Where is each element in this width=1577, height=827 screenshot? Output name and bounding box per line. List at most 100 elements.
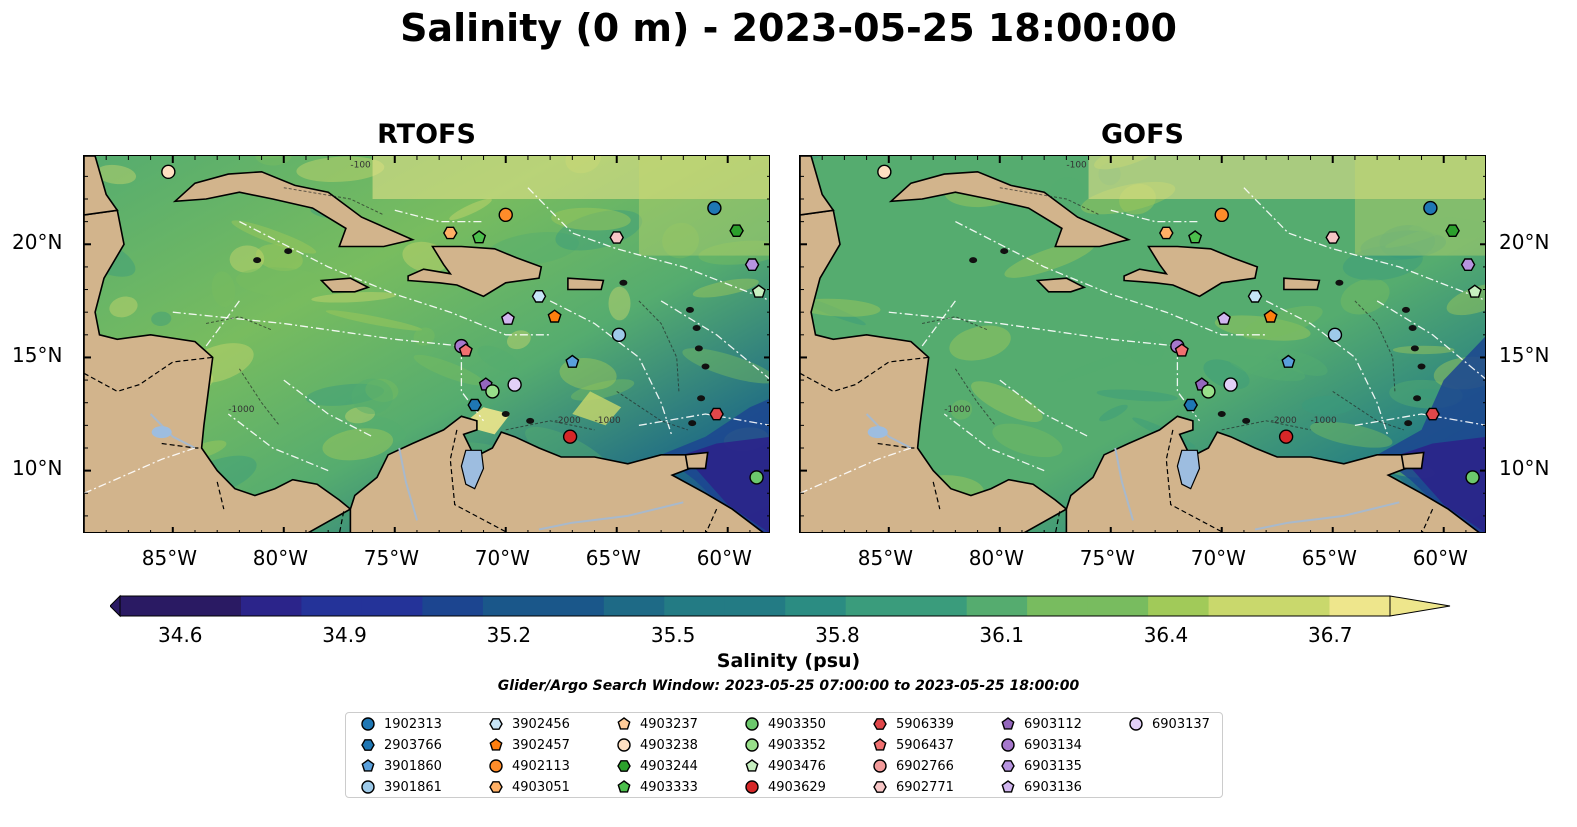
float-legend: 1902313 2903766 3901860 3901861 3902456 39024… <box>345 712 1223 798</box>
legend-label: 5906339 <box>896 716 954 732</box>
colorbar-tick-label: 35.8 <box>815 623 860 647</box>
central-america-land <box>800 209 1068 532</box>
float-marker-4903350[interactable] <box>749 470 764 485</box>
legend-item-4903476: 4903476 <box>744 758 826 774</box>
legend-label: 6902766 <box>896 758 954 774</box>
float-marker-3901860[interactable] <box>565 354 580 368</box>
puerto-rico-land <box>1283 277 1321 291</box>
legend-label: 6903136 <box>1024 779 1082 795</box>
bathymetry-contour-label: -2000 <box>555 416 581 426</box>
lake-maracaibo <box>1176 449 1201 490</box>
colorbar-segment <box>1027 596 1089 616</box>
legend-item-4903350: 4903350 <box>744 716 826 732</box>
float-marker-4903350[interactable] <box>1465 470 1480 485</box>
float-marker-4903629[interactable] <box>562 429 578 444</box>
lat-label-left-10n: 10°N <box>12 456 63 480</box>
float-marker-4903238[interactable] <box>877 164 892 180</box>
colorbar-segment <box>724 596 786 616</box>
legend-label: 6903137 <box>1152 716 1210 732</box>
float-marker-3901861[interactable] <box>1327 327 1343 343</box>
float-marker-5906339[interactable] <box>1425 407 1440 421</box>
float-marker-4903244[interactable] <box>729 224 744 238</box>
legend-label: 5906437 <box>896 737 954 753</box>
lon-label: 85°W <box>857 546 914 570</box>
bathymetry-contour-label: -1000 <box>228 405 254 415</box>
bathymetry-contour-label: -1000 <box>595 416 621 426</box>
lon-label: 85°W <box>141 546 198 570</box>
float-marker-3902457[interactable] <box>1263 309 1278 323</box>
float-marker-2903766[interactable] <box>467 398 483 412</box>
legend-item-5906339: 5906339 <box>872 716 954 732</box>
panel-title-rtofs: RTOFS <box>377 119 476 150</box>
puerto-rico-land <box>567 277 605 291</box>
pentagon-marker-icon <box>361 759 375 772</box>
circle-marker-icon <box>361 717 375 731</box>
legend-label: 4903244 <box>640 758 698 774</box>
float-marker-2903766[interactable] <box>1183 398 1199 412</box>
trinidad-land <box>684 451 709 470</box>
float-marker-5906339[interactable] <box>709 407 724 421</box>
float-marker-4903352[interactable] <box>1201 384 1216 399</box>
legend-label: 2903766 <box>384 737 442 753</box>
float-marker-4903629[interactable] <box>1278 429 1294 444</box>
float-marker-4903476[interactable] <box>751 284 766 298</box>
float-marker-4902113[interactable] <box>1214 207 1229 223</box>
float-marker-3901861[interactable] <box>611 327 627 343</box>
float-marker-4903244[interactable] <box>1445 224 1460 238</box>
cuba-land <box>888 170 1131 248</box>
float-marker-4902113[interactable] <box>498 207 513 223</box>
float-marker-5906437[interactable] <box>1174 343 1189 357</box>
legend-label: 4903051 <box>512 779 570 795</box>
float-marker-6902771[interactable] <box>609 231 625 244</box>
float-marker-3902457[interactable] <box>547 309 562 323</box>
lat-label-right-20n: 20°N <box>1499 230 1550 254</box>
float-marker-4903352[interactable] <box>485 384 500 399</box>
float-marker-6903137[interactable] <box>1223 377 1238 392</box>
colorbar-segment <box>1269 596 1331 616</box>
float-marker-3902456[interactable] <box>1247 289 1263 303</box>
circle-marker-icon <box>361 780 375 794</box>
lat-label-left-20n: 20°N <box>12 230 63 254</box>
float-marker-6903136[interactable] <box>1216 311 1231 325</box>
legend-item-6903134: 6903134 <box>1000 737 1082 753</box>
circle-marker-icon <box>745 738 759 752</box>
float-marker-1902313[interactable] <box>707 200 722 216</box>
legend-label: 4902113 <box>512 758 570 774</box>
legend-item-4902113: 4902113 <box>488 758 570 774</box>
float-marker-3902456[interactable] <box>531 289 547 303</box>
legend-item-6903112: 6903112 <box>1000 716 1082 732</box>
lon-label: 80°W <box>968 546 1024 570</box>
float-marker-4903238[interactable] <box>161 164 176 180</box>
colorbar-segment <box>1148 596 1210 616</box>
float-marker-3901860[interactable] <box>1281 354 1296 368</box>
legend-label: 4903350 <box>768 716 826 732</box>
float-marker-6903137[interactable] <box>507 377 522 392</box>
bathymetry-contour-label: -100 <box>350 160 371 170</box>
colorbar-segment <box>482 596 544 616</box>
colorbar-tick-label: 36.4 <box>1143 623 1189 647</box>
float-marker-1902313[interactable] <box>1423 200 1438 216</box>
lat-label-left-15n: 15°N <box>12 343 63 367</box>
float-marker-6903135[interactable] <box>1460 258 1476 272</box>
float-marker-4903051[interactable] <box>1158 226 1174 240</box>
rtofs-salinity-map[interactable]: -1000 -1000 -100 -2000 <box>83 155 770 533</box>
gofs-salinity-map[interactable]: -1000 -1000 -100 -2000 <box>799 155 1486 533</box>
float-marker-4903476[interactable] <box>1467 284 1482 298</box>
float-marker-6902771[interactable] <box>1325 231 1341 244</box>
lon-label: 65°W <box>1301 546 1357 570</box>
float-marker-4903051[interactable] <box>442 226 458 240</box>
circle-marker-icon <box>745 780 759 794</box>
hispaniola-land <box>1123 245 1259 298</box>
legend-item-6903136: 6903136 <box>1000 779 1082 795</box>
float-marker-4903333[interactable] <box>1188 230 1203 244</box>
legend-label: 3902457 <box>512 737 570 753</box>
legend-label: 3901861 <box>384 779 442 795</box>
float-marker-4903333[interactable] <box>472 230 487 244</box>
colorbar-tick-label: 36.1 <box>979 623 1024 647</box>
float-marker-6903136[interactable] <box>500 311 515 325</box>
legend-label: 6902771 <box>896 779 954 795</box>
float-marker-5906437[interactable] <box>458 343 473 357</box>
pentagon-marker-icon <box>745 759 759 772</box>
colorbar-segment <box>1087 596 1149 616</box>
float-marker-6903135[interactable] <box>744 258 760 272</box>
